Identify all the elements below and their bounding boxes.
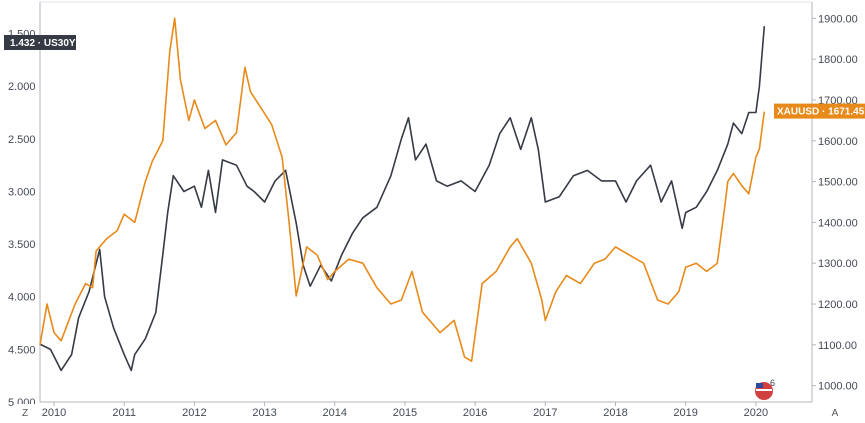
corner-left-button[interactable] <box>14 404 36 421</box>
x-tick-label: 2010 <box>42 407 66 419</box>
right-tick-label: 1800.00 <box>818 54 858 66</box>
right-tick-label: 1600.00 <box>818 136 858 148</box>
corner-right-label: A <box>832 408 839 419</box>
corner-right-button[interactable] <box>824 404 846 421</box>
right-tick-label: 1900.00 <box>818 13 858 25</box>
right-tick-label: 1000.00 <box>818 381 858 393</box>
left-tick-label: 3.000 <box>8 186 36 198</box>
right-tick-label: 1200.00 <box>818 299 858 311</box>
us30y-tag-label: 1.432 · US30Y <box>10 38 76 49</box>
us30y-tag-box <box>4 35 76 50</box>
right-tick-label: 1300.00 <box>818 258 858 270</box>
x-tick-label: 2020 <box>744 407 768 419</box>
x-tick-label: 2017 <box>533 407 557 419</box>
x-tick-label: 2012 <box>182 407 206 419</box>
x-tick-label: 2013 <box>252 407 276 419</box>
right-axis-ticks: 1000.00 1100.00 1200.00 1300.00 1400.00 1500.… <box>812 13 858 393</box>
left-tick-label: 2.000 <box>8 81 36 93</box>
xauusd-tag-label: XAUUSD · 1671.45 <box>777 107 865 118</box>
right-tick-label: 1500.00 <box>818 177 858 189</box>
x-tick-label: 2016 <box>463 407 487 419</box>
x-axis-ticks: 2010 2011 2012 2013 2014 2015 2016 2017 2018 2019… <box>42 402 768 419</box>
x-tick-label: 2014 <box>323 407 347 419</box>
left-tick-label: 4.500 <box>8 344 36 356</box>
x-tick-label: 2015 <box>393 407 417 419</box>
us-flag-canton <box>756 383 763 388</box>
right-tick-label: 1400.00 <box>818 217 858 229</box>
series-layer <box>39 17 766 372</box>
xauusd-tag-box <box>774 103 865 119</box>
x-tick-label: 2018 <box>603 407 627 419</box>
x-tick-label: 2019 <box>673 407 697 419</box>
badge-count: 6 <box>770 378 775 388</box>
right-tick-label: 1100.00 <box>818 340 857 352</box>
series-line-us30y <box>39 26 766 372</box>
corner-left-label: Z <box>22 408 28 419</box>
left-tick-label: 4.000 <box>8 292 36 304</box>
left-tick-label: 2.500 <box>8 134 36 146</box>
value-tags: 1.432 · US30Y XAUUSD · 1671.45 <box>4 35 865 119</box>
us-flag-stripe <box>756 389 772 391</box>
x-tick-label: 2011 <box>112 407 136 419</box>
series-line-xauusd <box>39 17 766 363</box>
left-tick-label: 3.500 <box>8 239 36 251</box>
us-flag-badge[interactable]: 6 <box>755 378 775 400</box>
